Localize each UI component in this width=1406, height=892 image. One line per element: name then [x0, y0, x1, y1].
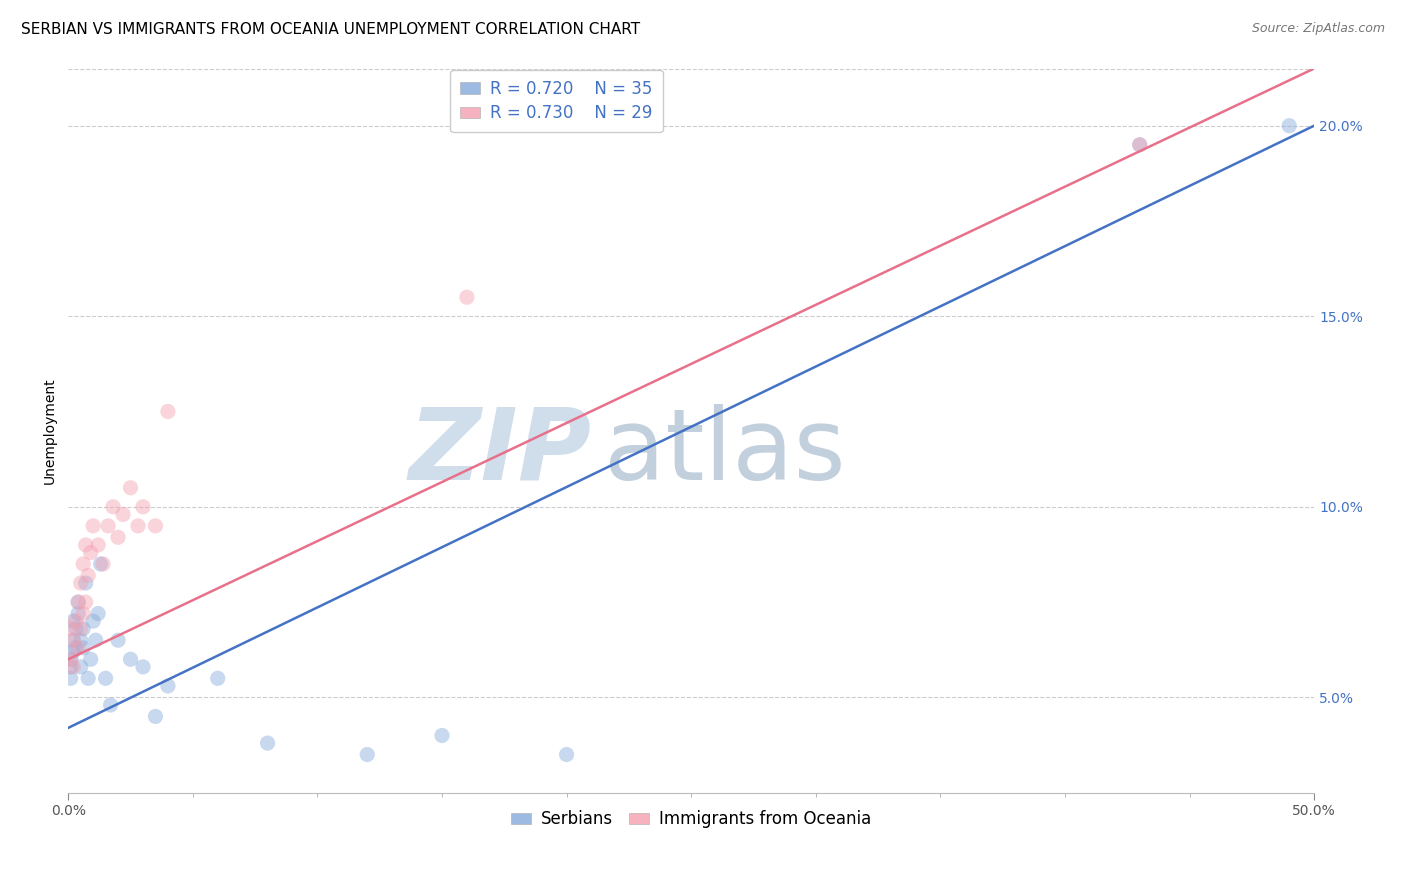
Text: SERBIAN VS IMMIGRANTS FROM OCEANIA UNEMPLOYMENT CORRELATION CHART: SERBIAN VS IMMIGRANTS FROM OCEANIA UNEMP…	[21, 22, 640, 37]
Point	[62, 645, 84, 659]
Point	[62, 633, 84, 648]
Point	[101, 500, 124, 514]
Point	[87, 538, 110, 552]
Point	[65, 614, 87, 628]
Point	[91, 557, 114, 571]
Point	[62, 614, 84, 628]
Point	[59, 652, 82, 666]
Point	[156, 679, 179, 693]
Point	[59, 671, 82, 685]
Point	[75, 595, 97, 609]
Point	[87, 607, 110, 621]
Point	[69, 622, 91, 636]
Point	[65, 640, 87, 655]
Point	[69, 576, 91, 591]
Point	[107, 530, 129, 544]
Point	[59, 652, 82, 666]
Text: Source: ZipAtlas.com: Source: ZipAtlas.com	[1251, 22, 1385, 36]
Point	[94, 671, 117, 685]
Point	[112, 508, 135, 522]
Point	[67, 640, 90, 655]
Legend: Serbians, Immigrants from Oceania: Serbians, Immigrants from Oceania	[503, 804, 879, 835]
Point	[1278, 119, 1301, 133]
Point	[77, 568, 100, 582]
Point	[67, 595, 90, 609]
Point	[62, 660, 84, 674]
Point	[82, 614, 104, 628]
Point	[72, 640, 94, 655]
Text: atlas: atlas	[605, 404, 845, 500]
Point	[100, 698, 122, 712]
Point	[72, 557, 94, 571]
Point	[145, 709, 167, 723]
Point	[145, 519, 167, 533]
Point	[90, 557, 112, 571]
Point	[456, 290, 478, 304]
Text: ZIP: ZIP	[409, 404, 592, 500]
Point	[127, 519, 149, 533]
Point	[79, 545, 101, 559]
Point	[77, 671, 100, 685]
Point	[156, 404, 179, 418]
Point	[132, 660, 155, 674]
Point	[97, 519, 120, 533]
Point	[1129, 137, 1152, 152]
Point	[107, 633, 129, 648]
Point	[62, 633, 84, 648]
Point	[65, 622, 87, 636]
Point	[59, 660, 82, 674]
Point	[430, 729, 453, 743]
Y-axis label: Unemployment: Unemployment	[44, 377, 58, 483]
Point	[207, 671, 229, 685]
Point	[79, 652, 101, 666]
Point	[120, 481, 142, 495]
Point	[75, 576, 97, 591]
Point	[1129, 137, 1152, 152]
Point	[356, 747, 378, 762]
Point	[69, 660, 91, 674]
Point	[67, 595, 90, 609]
Point	[75, 538, 97, 552]
Point	[59, 622, 82, 636]
Point	[72, 607, 94, 621]
Point	[555, 747, 578, 762]
Point	[69, 633, 91, 648]
Point	[84, 633, 107, 648]
Point	[256, 736, 278, 750]
Point	[72, 622, 94, 636]
Point	[120, 652, 142, 666]
Point	[67, 607, 90, 621]
Point	[132, 500, 155, 514]
Point	[82, 519, 104, 533]
